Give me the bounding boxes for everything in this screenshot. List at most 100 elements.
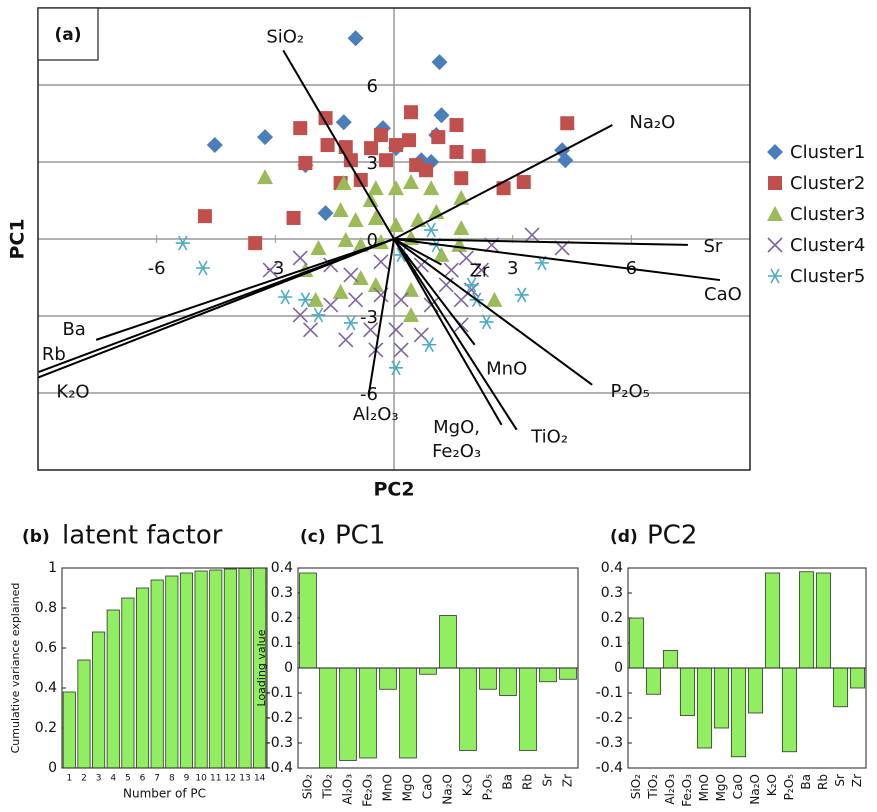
bar <box>832 667 849 708</box>
loading-vector <box>367 238 395 395</box>
point <box>403 306 420 322</box>
point <box>195 260 210 276</box>
y-tick-label: -0.1 <box>266 685 293 701</box>
point <box>323 297 339 313</box>
y-tick-label: 0.2 <box>271 610 293 626</box>
point <box>453 189 470 205</box>
point <box>292 307 308 323</box>
bar <box>662 650 679 669</box>
point <box>379 153 394 168</box>
point <box>479 314 494 330</box>
y-tick-label: 0.3 <box>601 585 623 601</box>
point <box>453 219 470 235</box>
x-tick-label: 12 <box>225 774 236 784</box>
y-tick-label: -0.3 <box>266 735 293 751</box>
bar <box>106 609 120 769</box>
y-tick-label: 0 <box>284 660 293 676</box>
point <box>473 262 489 278</box>
bar <box>238 568 252 769</box>
point <box>197 209 212 224</box>
vector-label: Fe₂O₃ <box>432 441 481 462</box>
y-tick-label: -0.2 <box>266 710 293 726</box>
point <box>393 342 409 358</box>
point <box>332 201 349 217</box>
x-tick-label: MgO <box>401 774 415 801</box>
x-tick-label: 1 <box>66 774 72 784</box>
vector-label: K₂O <box>56 382 89 403</box>
point <box>557 152 574 169</box>
bar <box>379 667 397 690</box>
x-tick-label: SiO₂ <box>301 774 315 799</box>
point <box>471 149 486 164</box>
point <box>388 360 403 376</box>
point <box>486 291 503 307</box>
bar <box>419 667 437 675</box>
x-tick-label: Sr <box>833 774 847 787</box>
x-tick-label: 6 <box>140 774 146 784</box>
x-tick-label: 9 <box>184 774 190 784</box>
point <box>302 322 319 338</box>
point <box>298 292 313 308</box>
x-tick-label: 11 <box>210 774 221 784</box>
x-tick-label: MnO <box>697 774 711 801</box>
point <box>257 129 274 146</box>
loading-vector <box>393 238 688 246</box>
y-tick-label: -0.4 <box>266 760 293 776</box>
y-tick-label: 0.2 <box>601 610 623 626</box>
bar <box>77 659 91 769</box>
bar <box>223 568 237 769</box>
point <box>402 133 417 148</box>
bar <box>747 667 764 714</box>
vector-label: MgO, <box>433 417 480 438</box>
vector-label: CaO <box>704 284 742 305</box>
y-tick-label: 3 <box>367 153 378 174</box>
x-tick-label: Sr <box>541 774 555 787</box>
point <box>206 137 223 154</box>
x-tick-label: 4 <box>110 774 116 784</box>
loading-vector <box>282 49 395 240</box>
point <box>388 322 404 338</box>
x-tick-label: TiO₂ <box>321 774 335 800</box>
point <box>516 175 531 190</box>
point <box>423 180 440 196</box>
vector-label: Na₂O <box>629 112 675 133</box>
point <box>443 262 459 278</box>
point <box>343 153 358 168</box>
point <box>419 163 434 178</box>
point <box>454 171 469 186</box>
bar <box>559 667 577 680</box>
x-tick-label: 3 <box>507 258 518 279</box>
point <box>449 118 464 133</box>
point <box>347 30 364 47</box>
bar <box>179 572 194 769</box>
point <box>257 169 274 185</box>
point <box>337 232 354 248</box>
x-axis-label: Number of PC <box>123 787 206 801</box>
panel-label: (b) <box>22 527 50 547</box>
point <box>332 283 349 299</box>
vector-label: Zr <box>470 261 490 282</box>
point <box>335 114 352 131</box>
point <box>403 174 420 190</box>
point <box>433 107 450 124</box>
point <box>514 287 529 303</box>
vector-label: Rb <box>42 344 66 365</box>
x-tick-label: Rb <box>816 774 830 790</box>
y-tick-label: 0.1 <box>601 635 623 651</box>
x-tick-label: Rb <box>521 774 535 790</box>
bar <box>359 667 377 759</box>
point <box>310 239 327 255</box>
x-tick-label: Fe₂O₃ <box>680 774 694 807</box>
bar <box>764 572 781 669</box>
bar <box>539 667 557 683</box>
y-tick-label: 0 <box>367 230 378 251</box>
x-tick-label: 13 <box>239 774 250 784</box>
bar <box>399 667 417 759</box>
point <box>388 138 403 153</box>
point <box>307 291 324 307</box>
x-tick-label: 14 <box>254 774 266 784</box>
point <box>464 277 479 293</box>
legend-label: Cluster2 <box>790 173 865 194</box>
plot-frame <box>61 567 268 769</box>
